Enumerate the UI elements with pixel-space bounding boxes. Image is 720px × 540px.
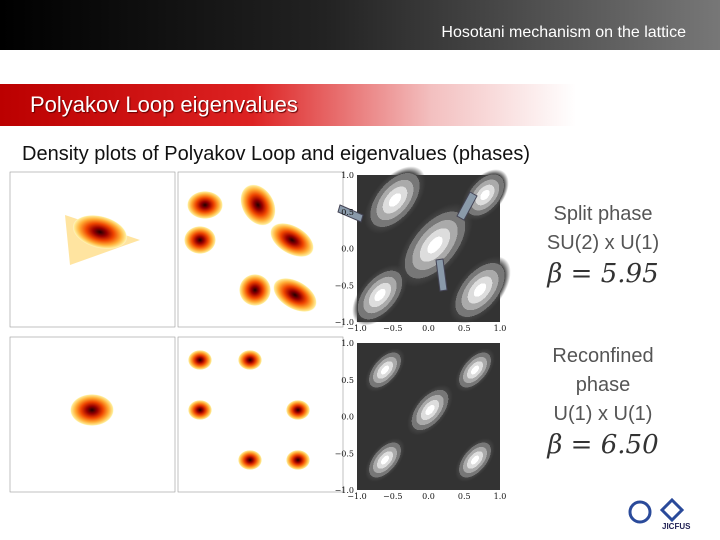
density-plots — [9, 171, 344, 493]
density-blobs — [65, 184, 317, 470]
section-title: Polyakov Loop eigenvalues — [30, 92, 298, 117]
tick-label: −0.5 — [383, 324, 402, 333]
phase-label: Split phase — [553, 203, 653, 225]
top-bar — [0, 0, 720, 50]
section-subtitle: Density plots of Polyakov Loop and eigen… — [22, 143, 531, 165]
logo-text: JICFUS — [662, 522, 691, 531]
tick-label: 0.0 — [422, 324, 435, 333]
contour-plots — [352, 166, 511, 490]
tick-label: −0.5 — [335, 281, 354, 290]
tick-label: −1.0 — [335, 486, 354, 495]
tick-label: −1.0 — [347, 324, 366, 333]
tick-label: 0.5 — [458, 324, 471, 333]
tick-label: −0.5 — [335, 449, 354, 458]
tick-label: −0.5 — [383, 492, 402, 501]
beta-label: β = 6.50 — [547, 430, 659, 460]
logo-mark — [628, 497, 685, 524]
tick-label: 1.0 — [494, 492, 507, 501]
tick-label: 0.0 — [341, 413, 354, 422]
group-label: U(1) x U(1) — [553, 403, 653, 425]
tick-label: 0.5 — [341, 376, 354, 385]
group-label: SU(2) x U(1) — [546, 232, 660, 254]
tick-label: 0.5 — [458, 492, 471, 501]
tick-label: 0.5 — [341, 208, 354, 217]
section-bar — [0, 84, 720, 126]
arrows — [337, 191, 478, 292]
beta-label: β = 5.95 — [547, 259, 659, 289]
phase-label: Reconfined phase — [552, 345, 654, 396]
tick-label: 1.0 — [341, 339, 354, 348]
tick-label: −1.0 — [347, 492, 366, 501]
tick-label: 1.0 — [341, 171, 354, 180]
slide-header: Hosotani mechanism on the lattice — [441, 24, 686, 41]
tick-label: 0.0 — [341, 245, 354, 254]
tick-label: 0.0 — [422, 492, 435, 501]
tick-label: 1.0 — [494, 324, 507, 333]
tick-label: −1.0 — [335, 318, 354, 327]
tick-labels: 1.00.50.0−0.5−1.0−1.0 −0.5 0.0 0.5 1.01.00.5… — [335, 171, 507, 501]
